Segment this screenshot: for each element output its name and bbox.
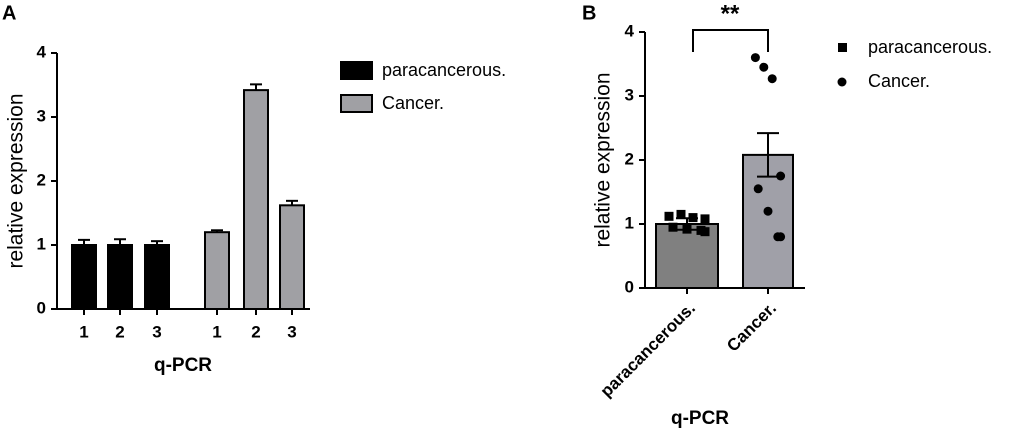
bar <box>243 89 269 311</box>
legend-label: paracancerous. <box>868 37 992 57</box>
point <box>753 184 763 194</box>
point <box>676 209 686 219</box>
panel-label: B <box>582 2 596 24</box>
x-tick-label: paracancerous. <box>597 299 699 401</box>
panel-label: A <box>2 2 16 24</box>
point <box>759 62 769 72</box>
point <box>750 53 760 63</box>
y-tick-label: 1 <box>37 234 46 253</box>
point <box>776 232 786 242</box>
bar <box>71 244 97 310</box>
y-tick-label: 4 <box>37 42 47 61</box>
point <box>763 206 773 216</box>
x-tick-label: 2 <box>251 322 260 341</box>
point <box>700 214 710 224</box>
point <box>776 171 786 181</box>
x-tick-label: 3 <box>152 322 161 341</box>
y-tick-label: 2 <box>37 170 46 189</box>
y-tick-label: 0 <box>37 298 46 317</box>
point <box>767 74 777 84</box>
legend-label: Cancer. <box>868 71 930 91</box>
bar <box>107 244 133 310</box>
significance-bracket <box>692 29 769 52</box>
y-tick-label: 2 <box>625 149 634 168</box>
point <box>688 213 698 223</box>
legend-swatch <box>340 94 373 113</box>
legend-marker <box>838 43 847 52</box>
y-tick-label: 3 <box>625 85 634 104</box>
y-axis-label: relative expression <box>5 93 28 268</box>
legend-label: Cancer. <box>382 93 444 113</box>
y-tick-label: 3 <box>37 106 46 125</box>
point <box>682 224 692 234</box>
legend-label: paracancerous. <box>382 60 506 80</box>
point <box>664 211 674 221</box>
x-tick-label: 3 <box>287 322 296 341</box>
x-tick-label: 1 <box>212 322 221 341</box>
y-axis-label: relative expression <box>592 72 615 247</box>
legend-marker <box>837 77 847 87</box>
y-tick-label: 0 <box>625 277 634 296</box>
x-tick-label: 2 <box>115 322 124 341</box>
x-tick-label: 1 <box>79 322 88 341</box>
bar <box>204 231 230 310</box>
point <box>700 227 710 237</box>
significance: ** <box>721 0 740 27</box>
legend-swatch <box>340 61 373 80</box>
bar <box>144 244 170 310</box>
x-tick-label: Cancer. <box>723 299 780 356</box>
x-axis-label: q-PCR <box>154 355 212 376</box>
bar <box>279 204 305 311</box>
y-tick-label: 1 <box>625 213 634 232</box>
point <box>668 222 678 232</box>
x-axis-label: q-PCR <box>671 408 729 429</box>
y-tick-label: 4 <box>625 21 635 40</box>
